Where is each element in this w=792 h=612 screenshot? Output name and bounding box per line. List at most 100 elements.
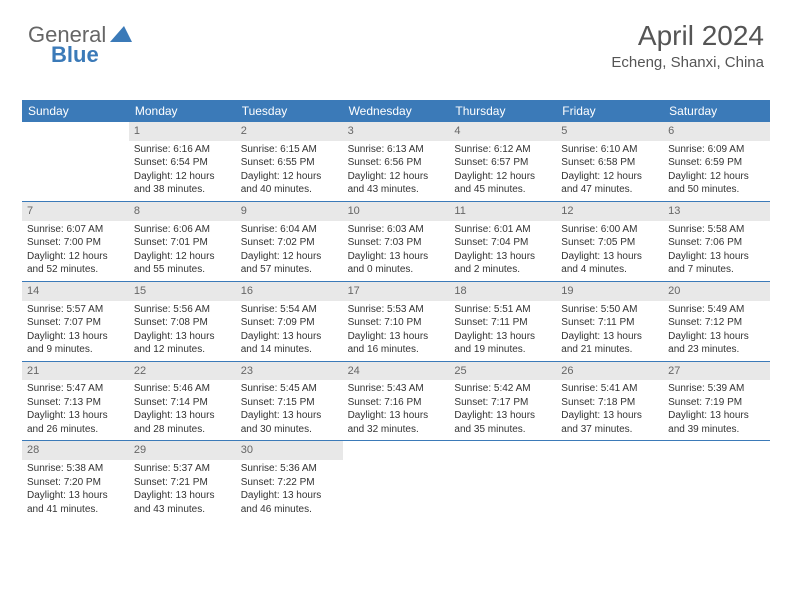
day-cell: 11Sunrise: 6:01 AMSunset: 7:04 PMDayligh… xyxy=(449,202,556,281)
day-cell: 9Sunrise: 6:04 AMSunset: 7:02 PMDaylight… xyxy=(236,202,343,281)
sunrise-line: Sunrise: 5:57 AM xyxy=(27,303,124,317)
daylight-line-1: Daylight: 13 hours xyxy=(134,330,231,344)
day-cell: 15Sunrise: 5:56 AMSunset: 7:08 PMDayligh… xyxy=(129,282,236,361)
day-cell: 20Sunrise: 5:49 AMSunset: 7:12 PMDayligh… xyxy=(663,282,770,361)
sunset-line: Sunset: 7:15 PM xyxy=(241,396,338,410)
day-header: Tuesday xyxy=(236,100,343,122)
day-body: Sunrise: 6:06 AMSunset: 7:01 PMDaylight:… xyxy=(129,221,236,281)
sunset-line: Sunset: 7:09 PM xyxy=(241,316,338,330)
daylight-line-1: Daylight: 12 hours xyxy=(134,170,231,184)
sunset-line: Sunset: 7:02 PM xyxy=(241,236,338,250)
sunrise-line: Sunrise: 5:53 AM xyxy=(348,303,445,317)
sunrise-line: Sunrise: 6:00 AM xyxy=(561,223,658,237)
sunrise-line: Sunrise: 5:47 AM xyxy=(27,382,124,396)
day-body: Sunrise: 5:36 AMSunset: 7:22 PMDaylight:… xyxy=(236,460,343,520)
day-cell: 29Sunrise: 5:37 AMSunset: 7:21 PMDayligh… xyxy=(129,441,236,520)
daylight-line-1: Daylight: 12 hours xyxy=(241,170,338,184)
week-row: 1Sunrise: 6:16 AMSunset: 6:54 PMDaylight… xyxy=(22,122,770,201)
daylight-line-1: Daylight: 13 hours xyxy=(348,409,445,423)
daylight-line-1: Daylight: 13 hours xyxy=(134,409,231,423)
daylight-line-2: and 14 minutes. xyxy=(241,343,338,357)
day-body: Sunrise: 6:07 AMSunset: 7:00 PMDaylight:… xyxy=(22,221,129,281)
sunset-line: Sunset: 7:00 PM xyxy=(27,236,124,250)
sunrise-line: Sunrise: 5:56 AM xyxy=(134,303,231,317)
day-number: 16 xyxy=(236,282,343,301)
sunrise-line: Sunrise: 6:12 AM xyxy=(454,143,551,157)
daylight-line-2: and 23 minutes. xyxy=(668,343,765,357)
daylight-line-2: and 12 minutes. xyxy=(134,343,231,357)
day-cell: 16Sunrise: 5:54 AMSunset: 7:09 PMDayligh… xyxy=(236,282,343,361)
sunset-line: Sunset: 7:19 PM xyxy=(668,396,765,410)
empty-cell xyxy=(22,122,129,201)
sunrise-line: Sunrise: 5:41 AM xyxy=(561,382,658,396)
daylight-line-1: Daylight: 12 hours xyxy=(27,250,124,264)
sunrise-line: Sunrise: 6:09 AM xyxy=(668,143,765,157)
day-body: Sunrise: 5:46 AMSunset: 7:14 PMDaylight:… xyxy=(129,380,236,440)
daylight-line-2: and 2 minutes. xyxy=(454,263,551,277)
day-number: 15 xyxy=(129,282,236,301)
daylight-line-2: and 7 minutes. xyxy=(668,263,765,277)
daylight-line-2: and 0 minutes. xyxy=(348,263,445,277)
empty-cell xyxy=(449,441,556,520)
day-number: 3 xyxy=(343,122,450,141)
day-number: 27 xyxy=(663,362,770,381)
day-cell: 25Sunrise: 5:42 AMSunset: 7:17 PMDayligh… xyxy=(449,362,556,441)
day-body: Sunrise: 5:57 AMSunset: 7:07 PMDaylight:… xyxy=(22,301,129,361)
location: Echeng, Shanxi, China xyxy=(611,54,764,71)
sunrise-line: Sunrise: 6:13 AM xyxy=(348,143,445,157)
daylight-line-2: and 57 minutes. xyxy=(241,263,338,277)
day-header: Wednesday xyxy=(343,100,450,122)
day-cell: 1Sunrise: 6:16 AMSunset: 6:54 PMDaylight… xyxy=(129,122,236,201)
day-cell: 10Sunrise: 6:03 AMSunset: 7:03 PMDayligh… xyxy=(343,202,450,281)
day-body: Sunrise: 5:38 AMSunset: 7:20 PMDaylight:… xyxy=(22,460,129,520)
day-cell: 28Sunrise: 5:38 AMSunset: 7:20 PMDayligh… xyxy=(22,441,129,520)
day-number: 25 xyxy=(449,362,556,381)
day-cell: 6Sunrise: 6:09 AMSunset: 6:59 PMDaylight… xyxy=(663,122,770,201)
daylight-line-2: and 50 minutes. xyxy=(668,183,765,197)
sunset-line: Sunset: 7:22 PM xyxy=(241,476,338,490)
sunset-line: Sunset: 7:01 PM xyxy=(134,236,231,250)
sunset-line: Sunset: 6:54 PM xyxy=(134,156,231,170)
title-block: April 2024 Echeng, Shanxi, China xyxy=(611,20,764,71)
daylight-line-1: Daylight: 13 hours xyxy=(27,409,124,423)
day-body: Sunrise: 6:04 AMSunset: 7:02 PMDaylight:… xyxy=(236,221,343,281)
daylight-line-1: Daylight: 13 hours xyxy=(668,330,765,344)
daylight-line-2: and 37 minutes. xyxy=(561,423,658,437)
day-body: Sunrise: 6:15 AMSunset: 6:55 PMDaylight:… xyxy=(236,141,343,201)
sunset-line: Sunset: 7:11 PM xyxy=(454,316,551,330)
day-number: 1 xyxy=(129,122,236,141)
sunrise-line: Sunrise: 6:07 AM xyxy=(27,223,124,237)
day-number: 2 xyxy=(236,122,343,141)
day-body: Sunrise: 5:45 AMSunset: 7:15 PMDaylight:… xyxy=(236,380,343,440)
week-row: 7Sunrise: 6:07 AMSunset: 7:00 PMDaylight… xyxy=(22,201,770,281)
day-number: 6 xyxy=(663,122,770,141)
daylight-line-1: Daylight: 13 hours xyxy=(668,250,765,264)
sunset-line: Sunset: 7:06 PM xyxy=(668,236,765,250)
daylight-line-1: Daylight: 13 hours xyxy=(348,250,445,264)
empty-cell xyxy=(663,441,770,520)
day-number: 26 xyxy=(556,362,663,381)
sunset-line: Sunset: 7:13 PM xyxy=(27,396,124,410)
day-number: 5 xyxy=(556,122,663,141)
day-number: 22 xyxy=(129,362,236,381)
day-body: Sunrise: 5:58 AMSunset: 7:06 PMDaylight:… xyxy=(663,221,770,281)
day-body: Sunrise: 5:54 AMSunset: 7:09 PMDaylight:… xyxy=(236,301,343,361)
daylight-line-2: and 28 minutes. xyxy=(134,423,231,437)
sunrise-line: Sunrise: 5:46 AM xyxy=(134,382,231,396)
month-title: April 2024 xyxy=(611,20,764,52)
day-number: 28 xyxy=(22,441,129,460)
day-number: 12 xyxy=(556,202,663,221)
sunrise-line: Sunrise: 6:06 AM xyxy=(134,223,231,237)
day-body: Sunrise: 5:39 AMSunset: 7:19 PMDaylight:… xyxy=(663,380,770,440)
day-cell: 13Sunrise: 5:58 AMSunset: 7:06 PMDayligh… xyxy=(663,202,770,281)
sunrise-line: Sunrise: 5:54 AM xyxy=(241,303,338,317)
calendar: SundayMondayTuesdayWednesdayThursdayFrid… xyxy=(22,100,770,520)
daylight-line-2: and 21 minutes. xyxy=(561,343,658,357)
week-row: 21Sunrise: 5:47 AMSunset: 7:13 PMDayligh… xyxy=(22,361,770,441)
daylight-line-2: and 45 minutes. xyxy=(454,183,551,197)
daylight-line-2: and 19 minutes. xyxy=(454,343,551,357)
sunset-line: Sunset: 7:18 PM xyxy=(561,396,658,410)
daylight-line-1: Daylight: 12 hours xyxy=(241,250,338,264)
daylight-line-2: and 46 minutes. xyxy=(241,503,338,517)
day-cell: 14Sunrise: 5:57 AMSunset: 7:07 PMDayligh… xyxy=(22,282,129,361)
